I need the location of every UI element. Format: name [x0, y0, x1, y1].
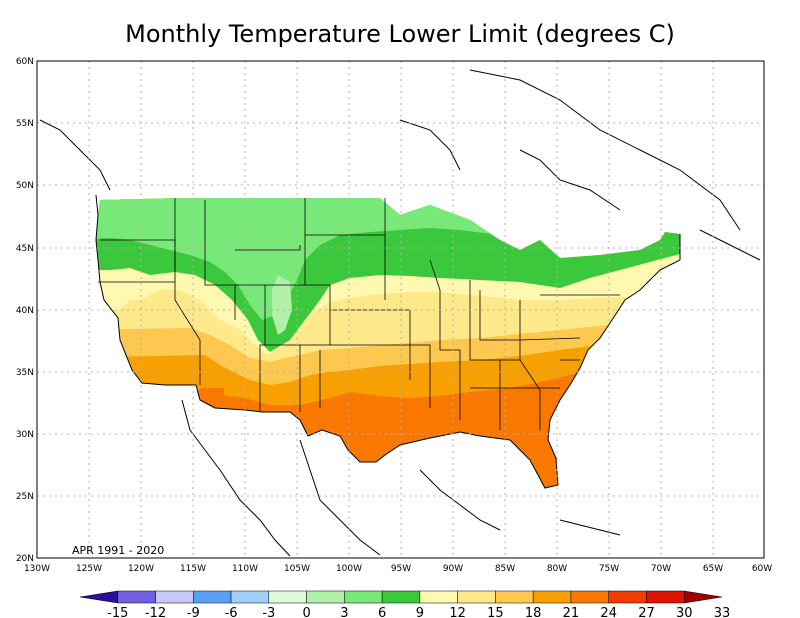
- colorbar-label: 30: [676, 606, 693, 618]
- plot-frame: [36, 60, 765, 559]
- lon-tick-label: 90W: [443, 564, 463, 574]
- lat-tick-label: 60N: [16, 57, 34, 67]
- colorbar-label: 21: [563, 606, 580, 618]
- map-title: Monthly Temperature Lower Limit (degrees…: [125, 20, 675, 48]
- lon-tick-label: 125W: [76, 564, 102, 574]
- colorbar-swatch: [457, 590, 496, 604]
- colorbar-swatch: [381, 590, 421, 604]
- lon-tick-label: 65W: [703, 564, 723, 574]
- colorbar-swatch: [155, 590, 194, 604]
- colorbar-label: 27: [638, 606, 655, 618]
- period-label: APR 1991 - 2020: [72, 544, 164, 557]
- colorbar-swatch: [117, 590, 156, 604]
- lon-tick-label: 70W: [651, 564, 671, 574]
- colorbar-swatch: [344, 590, 383, 604]
- colorbar-label: -15: [107, 606, 128, 618]
- colorbar-label: 0: [302, 606, 310, 618]
- state-boundaries: [98, 198, 620, 430]
- colorbar-label: -3: [262, 606, 275, 618]
- colorbar-label: 33: [714, 606, 731, 618]
- colorbar-swatch: [532, 590, 572, 604]
- colorbar-label: -12: [145, 606, 166, 618]
- coastlines: [39, 69, 761, 557]
- colorbar-arrow-high: [683, 590, 723, 604]
- colorbar-label: 15: [487, 606, 504, 618]
- colorbar-swatch: [230, 590, 270, 604]
- lat-axis: 20N 25N 30N 35N 40N 45N 50N 55N 60N: [16, 57, 34, 564]
- lon-tick-label: 60W: [752, 564, 772, 574]
- colorbar-swatch: [306, 590, 345, 604]
- colorbar-label: 3: [340, 606, 348, 618]
- lon-tick-label: 75W: [599, 564, 619, 574]
- lat-tick-label: 50N: [16, 181, 34, 191]
- colorbar-label: 18: [525, 606, 542, 618]
- lat-tick-label: 20N: [16, 554, 34, 564]
- colorbar: -15 -12 -9 -6 -3 0 3 6 9 12 15 18 21 24 27 30 33: [79, 590, 731, 618]
- lat-tick-label: 45N: [16, 244, 34, 254]
- colorbar-swatch: [646, 590, 685, 604]
- lon-axis: 130W 125W 120W 115W 110W 105W 100W 95W 9…: [24, 564, 772, 574]
- colorbar-label: -6: [225, 606, 238, 618]
- lat-tick-label: 35N: [16, 368, 34, 378]
- colorbar-label: 6: [378, 606, 386, 618]
- colorbar-arrow-low: [79, 590, 119, 604]
- lat-tick-label: 40N: [16, 306, 34, 316]
- band-21-24-pocket-florida: [536, 456, 556, 484]
- colorbar-swatch: [495, 590, 534, 604]
- colorbar-label: 12: [449, 606, 466, 618]
- lon-tick-label: 80W: [547, 564, 567, 574]
- lon-tick-label: 115W: [180, 564, 206, 574]
- lon-tick-label: 105W: [284, 564, 310, 574]
- lon-tick-label: 100W: [336, 564, 362, 574]
- colorbar-label: 24: [600, 606, 617, 618]
- lon-tick-label: 110W: [232, 564, 258, 574]
- lon-tick-label: 120W: [128, 564, 154, 574]
- colorbar-label: 9: [416, 606, 424, 618]
- lat-tick-label: 55N: [16, 119, 34, 129]
- lon-tick-label: 85W: [495, 564, 515, 574]
- lat-tick-label: 30N: [16, 430, 34, 440]
- colorbar-swatch: [608, 590, 647, 604]
- lat-tick-label: 25N: [16, 492, 34, 502]
- lon-tick-label: 95W: [391, 564, 411, 574]
- colorbar-label: -9: [187, 606, 200, 618]
- colorbar-swatch: [193, 590, 232, 604]
- colorbar-swatch: [419, 590, 458, 604]
- lon-tick-label: 130W: [24, 564, 50, 574]
- colorbar-swatch: [570, 590, 609, 604]
- gridlines: [37, 61, 764, 558]
- band-0-3-pocket: [272, 275, 292, 335]
- colorbar-swatch: [268, 590, 307, 604]
